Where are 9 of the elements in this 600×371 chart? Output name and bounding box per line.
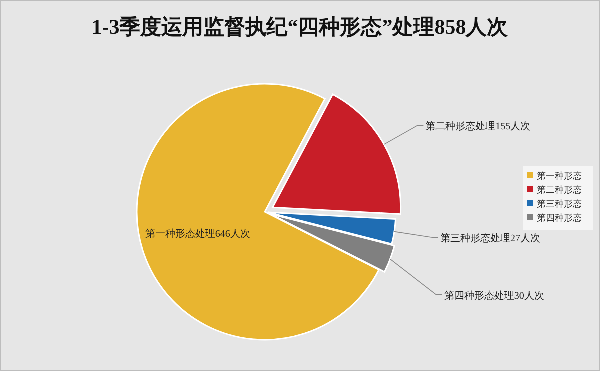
chart-title: 1-3季度运用监督执纪“四种形态”处理858人次: [92, 15, 510, 39]
legend-label: 第三种形态: [537, 199, 582, 209]
data-label: 第二种形态处理155人次: [426, 120, 531, 133]
data-label: 第三种形态处理27人次: [440, 232, 540, 245]
legend-label: 第二种形态: [537, 185, 582, 195]
data-label: 第一种形态处理646人次: [145, 228, 250, 240]
legend-label: 第一种形态: [537, 171, 582, 181]
data-label: 第四种形态处理30人次: [444, 290, 544, 302]
legend-label: 第四种形态: [537, 213, 582, 223]
